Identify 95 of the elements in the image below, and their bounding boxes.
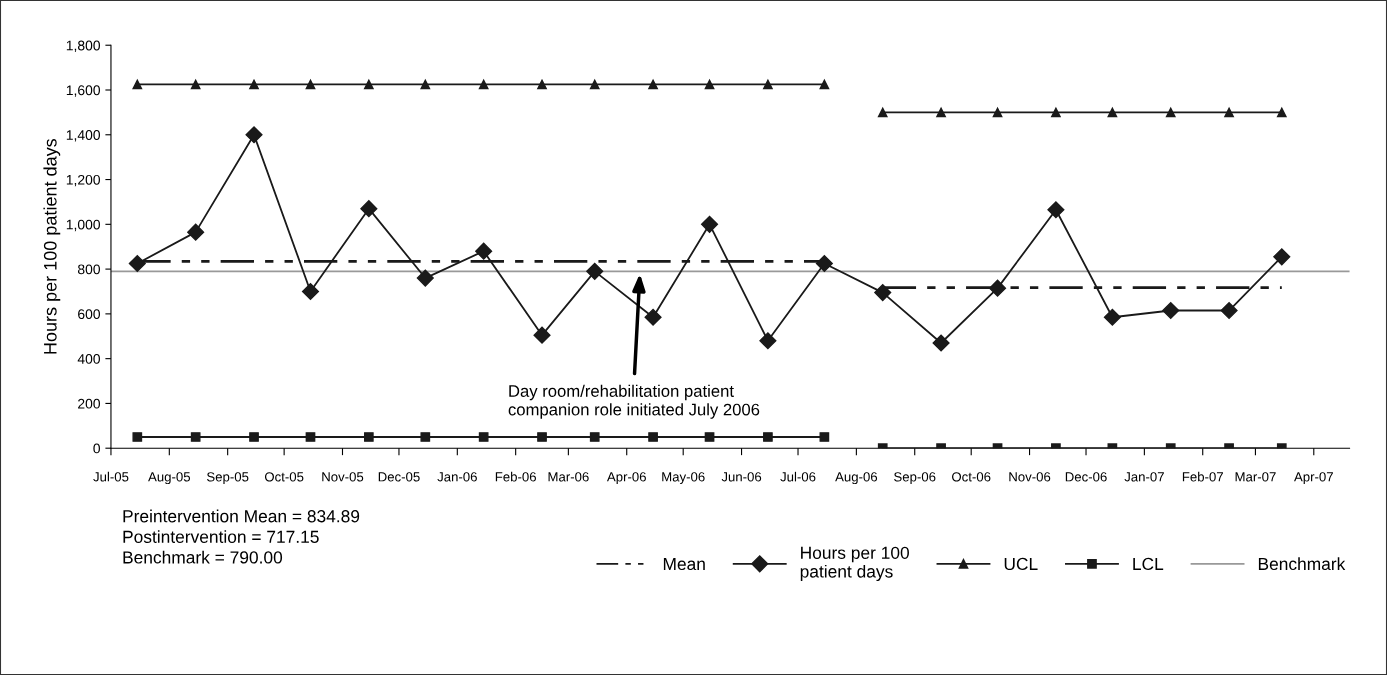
x-tick-label: Nov-05 [322, 472, 364, 482]
x-tick-label: Jul-05 [93, 471, 129, 482]
point [478, 79, 489, 90]
point [874, 284, 892, 302]
x-tick-label: Dec-05 [378, 472, 420, 482]
y-tick-label: 200 [78, 398, 100, 409]
x-tick-label: Oct-06 [952, 472, 991, 482]
point [1047, 201, 1065, 219]
y-tick-label: 600 [78, 309, 100, 320]
x-tick-label: Aug-06 [835, 472, 878, 485]
point [704, 432, 715, 442]
y-tick-label: 800 [77, 264, 100, 275]
x-tick-label: May-06 [662, 472, 705, 485]
x-tick-label: Jul-06 [780, 471, 816, 482]
x-tick-label: Mar-07 [1235, 472, 1276, 482]
y-tick-label: 400 [77, 353, 100, 364]
point [1051, 107, 1061, 118]
point [763, 432, 773, 442]
point [1165, 107, 1176, 118]
point [586, 262, 604, 280]
point [644, 308, 662, 326]
y-tick-label: 1,000 [66, 219, 100, 232]
point [420, 79, 431, 90]
point [420, 432, 431, 442]
point [475, 242, 493, 260]
y-tick-label: 1,200 [66, 174, 100, 187]
point [533, 326, 551, 344]
point [589, 432, 600, 442]
x-tick-label: Apr-07 [1294, 472, 1333, 485]
point [245, 126, 263, 144]
legend-label: Hours per 100 patient days [800, 546, 909, 582]
point [1107, 107, 1118, 118]
point [819, 432, 830, 442]
annotation: Day room/rehabilitation patient companion role initiated July 2006 [508, 384, 760, 419]
point [819, 79, 830, 90]
point [301, 282, 320, 301]
point [537, 79, 547, 90]
point [190, 79, 201, 90]
point [305, 432, 316, 442]
legend-label: LCL [1133, 557, 1164, 571]
x-tick-label: Dec-06 [1065, 472, 1107, 482]
point [1276, 107, 1287, 118]
point [936, 107, 946, 118]
legend-label: UCL [1004, 557, 1038, 571]
point [877, 107, 888, 118]
point [132, 79, 143, 90]
point [815, 254, 833, 273]
point [249, 79, 259, 90]
point [1273, 248, 1291, 266]
legend-label: Benchmark [1258, 557, 1346, 571]
x-tick-label: Jun-06 [721, 472, 762, 482]
point [988, 279, 1007, 297]
point [249, 432, 259, 442]
point [478, 432, 489, 442]
x-tick-label: Jan-07 [1124, 472, 1164, 482]
point [589, 79, 600, 90]
text: Preintervention Mean = 834.89 Postintervention = 717.15 Benchmark = 790.00 [123, 509, 360, 564]
point [763, 79, 773, 90]
y-tick-label: 1,400 [66, 130, 100, 142]
x-tick-label: Feb-07 [1182, 471, 1223, 482]
x-tick-label: Aug-05 [148, 472, 191, 485]
point [132, 432, 143, 442]
legend-label: Mean [663, 557, 705, 571]
point [363, 432, 374, 442]
point [360, 200, 378, 218]
x-tick-label: Sep-06 [894, 472, 936, 485]
point [648, 432, 658, 442]
point [416, 269, 434, 287]
x-tick-label: Sep-05 [206, 472, 249, 485]
x-tick-label: Jan-06 [437, 472, 477, 482]
point [1162, 301, 1180, 320]
point [1220, 301, 1238, 320]
point [932, 334, 950, 352]
point [992, 107, 1003, 118]
point [190, 432, 201, 442]
point [704, 79, 715, 90]
point [363, 79, 374, 90]
point [759, 332, 777, 350]
point [700, 215, 719, 233]
point [648, 79, 658, 90]
point [187, 223, 205, 241]
x-tick-label: Oct-05 [264, 472, 304, 482]
point [128, 254, 146, 273]
y-tick-label: 0 [93, 443, 100, 454]
point [1103, 308, 1121, 326]
y-tick-label: 1,600 [66, 85, 100, 97]
point [305, 79, 316, 90]
y-axis-title: Hours per 100 patient days [43, 138, 61, 354]
y-tick-label: 1,800 [66, 40, 100, 53]
x-tick-label: Apr-06 [606, 472, 646, 485]
x-tick-label: Nov-06 [1009, 472, 1051, 482]
point [1224, 107, 1234, 118]
point [537, 432, 547, 442]
x-tick-label: Mar-06 [548, 472, 589, 482]
x-tick-label: Feb-06 [495, 471, 536, 482]
